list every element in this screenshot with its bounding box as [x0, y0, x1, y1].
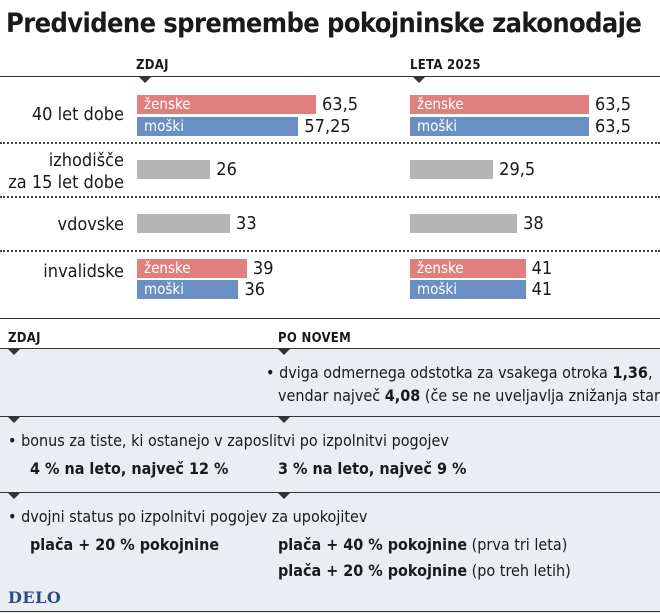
- dvojni-status-description: • dvojni status po izpolnitvi pogojev za…: [8, 507, 368, 526]
- panel-heading-zdaj: ZDAJ: [136, 58, 169, 73]
- row-label: vdovske: [57, 214, 125, 235]
- series-label: ženske: [144, 259, 191, 277]
- series-label: ženske: [144, 95, 191, 113]
- data-label: 26: [216, 159, 237, 180]
- arrow-marker: [278, 493, 290, 499]
- series-label: ženske: [417, 95, 464, 113]
- divider: [0, 416, 660, 417]
- delo-logo: DELO: [8, 588, 62, 607]
- otroci-line-1: • dviga odmernega odstotka za vsakega ot…: [266, 363, 653, 382]
- bonus-po-novem: 3 % na leto, največ 9 %: [278, 459, 467, 478]
- page-title: Predvidene spremembe pokojninske zakonod…: [6, 8, 642, 39]
- data-label: 41: [531, 258, 553, 279]
- heading-po-novem: PO NOVEM: [278, 331, 352, 346]
- series-label: moški: [144, 280, 184, 298]
- bar: [137, 280, 239, 299]
- data-label: 33: [236, 213, 257, 234]
- bar: [137, 214, 231, 233]
- data-label: 36: [244, 279, 266, 300]
- bar: [137, 259, 247, 278]
- bar: [137, 160, 211, 179]
- heading-zdaj: ZDAJ: [8, 331, 41, 346]
- arrow-marker: [8, 349, 20, 355]
- bullet: •: [266, 363, 275, 382]
- dvojni-status-novo-1: plača + 40 % pokojnine (prva tri leta): [278, 535, 568, 554]
- divider: [0, 611, 660, 612]
- series-label: ženske: [417, 259, 464, 277]
- dvojni-status-zdaj: plača + 20 % pokojnine: [30, 535, 220, 554]
- divider: [0, 348, 660, 349]
- arrow-marker: [278, 349, 290, 355]
- series-label: moški: [417, 280, 457, 298]
- arrow-marker: [139, 77, 151, 83]
- arrow-marker: [413, 77, 425, 83]
- bar: [137, 117, 299, 136]
- bar: [410, 259, 526, 278]
- bar: [410, 160, 494, 179]
- data-label: 63,5: [322, 94, 359, 115]
- arrow-marker: [8, 417, 20, 423]
- arrow-marker: [278, 417, 290, 423]
- data-label: 57,25: [304, 116, 351, 137]
- bar: [137, 95, 316, 114]
- comparison-section: [0, 348, 660, 613]
- arrow-marker: [8, 493, 20, 499]
- bullet: •: [8, 507, 17, 526]
- bonus-description: • bonus za tiste, ki ostanejo v zaposlit…: [8, 431, 449, 450]
- data-label: 38: [523, 213, 544, 234]
- divider: [0, 196, 660, 198]
- divider: [0, 492, 660, 493]
- otroci-line-2: vendar največ 4,08 (če se ne uveljavlja …: [278, 386, 660, 405]
- bonus-zdaj: 4 % na leto, največ 12 %: [30, 459, 229, 478]
- divider: [0, 318, 660, 319]
- divider: [0, 76, 660, 77]
- series-label: moški: [417, 117, 457, 135]
- panel-heading-leta-2025: LETA 2025: [410, 58, 481, 73]
- divider: [0, 250, 660, 252]
- data-label: 41: [531, 279, 553, 300]
- row-label: 40 let dobe: [31, 104, 124, 125]
- data-label: 63,5: [595, 94, 632, 115]
- data-label: 63,5: [595, 116, 632, 137]
- bar: [410, 117, 589, 136]
- bullet: •: [8, 431, 17, 450]
- row-label: izhodišče: [48, 150, 124, 171]
- dvojni-status-novo-2: plača + 20 % pokojnine (po treh letih): [278, 561, 571, 580]
- data-label: 39: [252, 258, 274, 279]
- row-label: invalidske: [43, 261, 124, 282]
- bar: [410, 214, 518, 233]
- row-label: za 15 let dobe: [8, 172, 124, 193]
- bar: [410, 280, 526, 299]
- series-label: moški: [144, 117, 184, 135]
- bar: [410, 95, 589, 114]
- divider: [0, 142, 660, 144]
- data-label: 29,5: [499, 159, 536, 180]
